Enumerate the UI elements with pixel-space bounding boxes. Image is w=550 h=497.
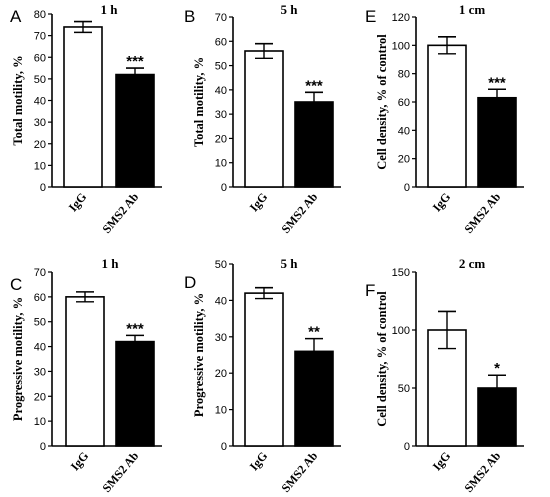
y-tick-label: 30 (215, 332, 227, 344)
y-tick-label: 50 (34, 74, 46, 86)
chart-panel-a: A 1 h 0 10 20 30 40 50 60 70 80 Total motility, % Ig… (10, 2, 162, 236)
chart-title: 1 h (101, 2, 119, 17)
y-tick-label: 0 (40, 441, 46, 453)
panel-letter: B (184, 7, 195, 26)
significance-marker: *** (488, 74, 506, 91)
y-tick-label: 150 (392, 267, 410, 279)
y-tick-label: 10 (215, 405, 227, 417)
bar (244, 50, 284, 188)
y-tick-label: 20 (34, 391, 46, 403)
y-tick-label: 30 (34, 366, 46, 378)
bar (477, 96, 517, 188)
bar (294, 101, 334, 188)
y-tick-label: 20 (215, 368, 227, 380)
category-label: SMS2 Ab (461, 190, 503, 236)
y-axis-label: Progressive motility, % (11, 297, 25, 421)
y-axis-label: Total motility, % (192, 57, 206, 147)
bar (63, 26, 103, 188)
panel-letter: C (10, 275, 22, 294)
significance-marker: *** (126, 320, 144, 337)
significance-marker: * (494, 360, 500, 377)
bar (294, 350, 334, 447)
category-label: IgG (430, 190, 454, 214)
category-label: IgG (430, 449, 454, 473)
y-tick-label: 50 (215, 61, 227, 73)
y-tick-label: 70 (34, 267, 46, 279)
y-tick-label: 60 (215, 36, 227, 48)
y-tick-label: 40 (215, 85, 227, 97)
y-tick-label: 40 (398, 125, 410, 137)
y-tick-label: 0 (40, 182, 46, 194)
y-tick-label: 40 (34, 342, 46, 354)
category-label: IgG (247, 449, 271, 473)
y-tick-label: 70 (215, 12, 227, 24)
y-tick-label: 20 (34, 139, 46, 151)
y-tick-label: 80 (34, 9, 46, 21)
y-tick-label: 60 (34, 52, 46, 64)
y-tick-label: 10 (34, 416, 46, 428)
significance-marker: *** (305, 77, 323, 94)
chart-title: 1 h (102, 256, 120, 271)
panel-letter: F (365, 281, 375, 300)
panel-letter: A (10, 7, 22, 26)
significance-marker: ** (308, 324, 320, 341)
y-tick-label: 0 (221, 182, 227, 194)
chart-panel-c: C 1 h 0 10 20 30 40 50 60 70 Progressive motility,… (10, 256, 162, 495)
y-tick-label: 40 (215, 295, 227, 307)
y-tick-label: 20 (215, 133, 227, 145)
bar (115, 73, 155, 188)
y-axis-label: Cell density, % of control (375, 34, 389, 170)
y-tick-label: 30 (34, 117, 46, 129)
chart-title: 5 h (281, 256, 299, 271)
y-tick-label: 30 (215, 109, 227, 121)
chart-title: 5 h (281, 2, 299, 17)
y-tick-label: 20 (398, 154, 410, 166)
category-label: IgG (68, 449, 92, 473)
chart-title: 1 cm (459, 2, 486, 17)
y-axis-label: Progressive motility, % (192, 293, 206, 417)
bar (65, 296, 105, 447)
y-tick-label: 10 (34, 160, 46, 172)
category-label: SMS2 Ab (99, 449, 141, 495)
category-label: SMS2 Ab (278, 190, 320, 236)
y-tick-label: 10 (215, 158, 227, 170)
chart-panel-d: D 5 h 0 10 20 30 40 50 Progressive motility, % Ig… (184, 256, 341, 495)
y-axis-label: Total motility, % (11, 55, 25, 145)
y-tick-label: 40 (34, 96, 46, 108)
y-tick-label: 0 (404, 182, 410, 194)
y-tick-label: 60 (398, 97, 410, 109)
y-tick-label: 120 (392, 12, 410, 24)
category-label: SMS2 Ab (461, 449, 503, 495)
chart-title: 2 cm (459, 256, 486, 271)
y-axis-label: Cell density, % of control (375, 291, 389, 427)
category-label: SMS2 Ab (278, 449, 320, 495)
significance-marker: *** (126, 53, 144, 70)
panel-letter: D (184, 273, 196, 292)
panel-letter: E (365, 7, 376, 26)
bar (427, 44, 467, 188)
y-tick-label: 60 (34, 292, 46, 304)
y-tick-label: 0 (221, 441, 227, 453)
y-tick-label: 100 (392, 40, 410, 52)
bar (427, 329, 467, 447)
bar (115, 340, 155, 447)
category-label: IgG (66, 190, 90, 214)
y-tick-label: 50 (34, 317, 46, 329)
y-tick-label: 70 (34, 31, 46, 43)
y-tick-label: 50 (398, 383, 410, 395)
y-tick-label: 80 (398, 69, 410, 81)
category-label: SMS2 Ab (99, 190, 141, 236)
y-tick-label: 50 (215, 259, 227, 271)
y-tick-label: 100 (392, 325, 410, 337)
chart-panel-b: B 5 h 0 10 20 30 40 50 60 70 Total motility, % IgG *… (184, 2, 341, 236)
y-tick-label: 0 (404, 441, 410, 453)
bar (244, 292, 284, 447)
bar (477, 387, 517, 447)
category-label: IgG (247, 190, 271, 214)
